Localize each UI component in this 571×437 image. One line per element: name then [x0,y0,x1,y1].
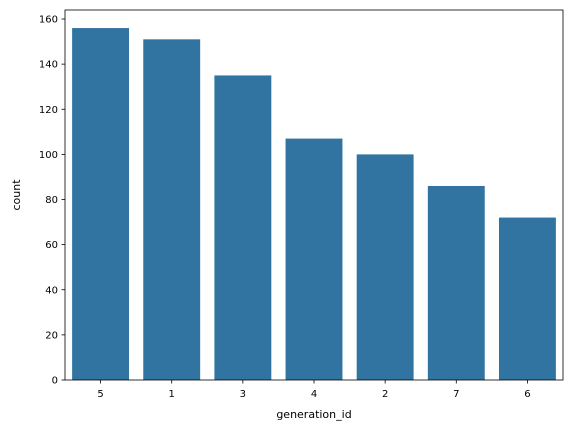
plot-frame [64,9,564,381]
y-tick-label: 160 [39,15,58,26]
x-tick-label: 4 [311,389,317,400]
y-axis-label: count [10,179,23,211]
y-tick-label: 120 [39,105,58,116]
y-tick-label: 40 [45,285,58,296]
y-axis-ticks: 0 20 40 60 80 100 120 140 160 [39,15,65,387]
bar-4 [285,138,343,380]
x-axis-ticks: 5 1 3 4 2 7 6 [97,380,531,400]
y-tick-label: 80 [45,195,58,206]
bar-1 [143,39,201,380]
x-tick-label: 1 [169,389,175,400]
x-tick-label: 3 [240,389,246,400]
x-tick-label: 2 [382,389,388,400]
x-tick-label: 6 [524,389,530,400]
x-tick-label: 5 [97,389,103,400]
y-tick-label: 140 [39,60,58,71]
bar-3 [214,75,272,381]
x-axis-label: generation_id [276,408,351,421]
x-tick-label: 7 [453,389,459,400]
bar-6 [498,217,556,380]
y-tick-label: 0 [52,376,58,387]
bars-layer [72,28,556,381]
y-tick-label: 20 [45,330,58,341]
y-tick-label: 60 [45,240,58,251]
bar-5 [72,28,130,381]
y-tick-label: 100 [39,150,58,161]
bar-7 [427,185,485,380]
bar-2 [356,154,414,380]
